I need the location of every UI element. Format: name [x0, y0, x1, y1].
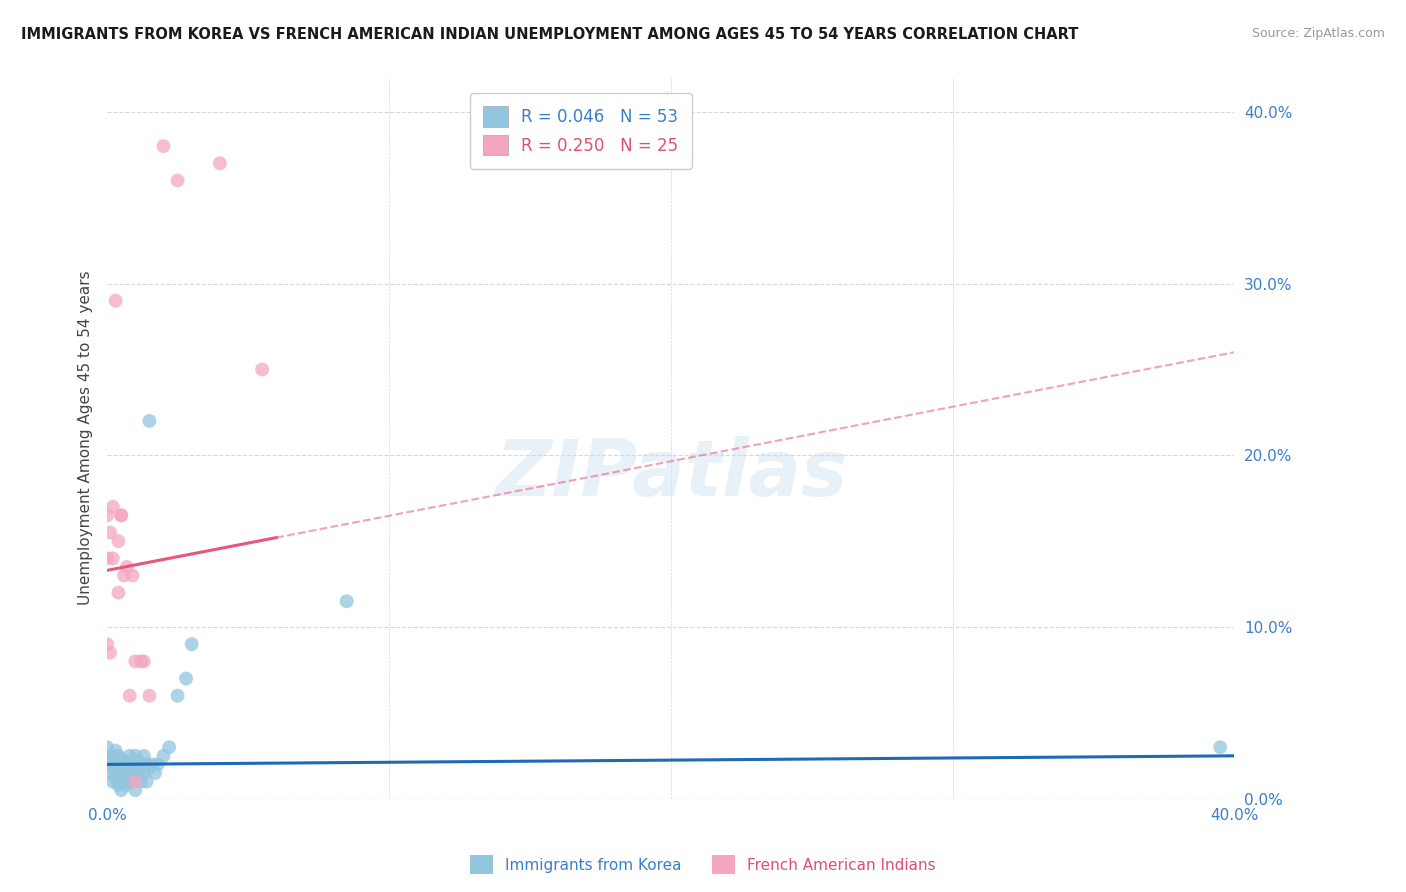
Point: [124, 761, 146, 775]
Point: [129, 774, 152, 789]
Point: [107, 757, 129, 772]
Point: [115, 757, 138, 772]
Point: [96, 740, 118, 755]
Point: [141, 757, 163, 772]
Point: [96, 757, 118, 772]
Point: [110, 761, 132, 775]
Legend: R = 0.046   N = 53, R = 0.250   N = 25: R = 0.046 N = 53, R = 0.250 N = 25: [470, 93, 692, 169]
Point: [107, 778, 129, 792]
Point: [96, 637, 118, 651]
Point: [98, 748, 121, 763]
Point: [138, 689, 160, 703]
Point: [138, 761, 160, 775]
Point: [152, 748, 174, 763]
Point: [98, 766, 121, 780]
Point: [101, 748, 124, 763]
Point: [124, 783, 146, 797]
Point: [166, 689, 188, 703]
Point: [118, 748, 141, 763]
Point: [132, 766, 155, 780]
Point: [121, 771, 143, 785]
Point: [110, 508, 132, 523]
Point: [118, 774, 141, 789]
Point: [121, 568, 143, 582]
Point: [135, 757, 157, 772]
Point: [124, 771, 146, 785]
Point: [104, 757, 127, 772]
Point: [115, 560, 138, 574]
Point: [336, 594, 359, 608]
Point: [115, 766, 138, 780]
Point: [250, 362, 273, 376]
Point: [104, 744, 127, 758]
Point: [208, 156, 231, 170]
Point: [98, 525, 121, 540]
Point: [132, 748, 155, 763]
Point: [124, 774, 146, 789]
Point: [107, 766, 129, 780]
Legend: Immigrants from Korea, French American Indians: Immigrants from Korea, French American I…: [464, 849, 942, 880]
Point: [143, 766, 166, 780]
Point: [121, 757, 143, 772]
Point: [115, 778, 138, 792]
Point: [180, 637, 202, 651]
Point: [107, 748, 129, 763]
Y-axis label: Unemployment Among Ages 45 to 54 years: Unemployment Among Ages 45 to 54 years: [79, 271, 93, 606]
Point: [101, 761, 124, 775]
Point: [157, 740, 180, 755]
Point: [1209, 740, 1232, 755]
Point: [110, 752, 132, 766]
Point: [152, 139, 174, 153]
Point: [138, 414, 160, 428]
Point: [110, 508, 132, 523]
Text: IMMIGRANTS FROM KOREA VS FRENCH AMERICAN INDIAN UNEMPLOYMENT AMONG AGES 45 TO 54: IMMIGRANTS FROM KOREA VS FRENCH AMERICAN…: [21, 27, 1078, 42]
Point: [112, 774, 135, 789]
Point: [98, 646, 121, 660]
Point: [124, 748, 146, 763]
Point: [127, 766, 149, 780]
Point: [110, 771, 132, 785]
Point: [174, 672, 197, 686]
Point: [118, 689, 141, 703]
Point: [118, 761, 141, 775]
Point: [129, 757, 152, 772]
Text: Source: ZipAtlas.com: Source: ZipAtlas.com: [1251, 27, 1385, 40]
Point: [107, 534, 129, 549]
Point: [124, 654, 146, 668]
Point: [132, 654, 155, 668]
Point: [129, 654, 152, 668]
Point: [101, 551, 124, 566]
Point: [112, 766, 135, 780]
Point: [96, 551, 118, 566]
Point: [96, 508, 118, 523]
Point: [101, 774, 124, 789]
Point: [112, 754, 135, 768]
Point: [110, 783, 132, 797]
Point: [166, 173, 188, 187]
Point: [135, 774, 157, 789]
Point: [112, 568, 135, 582]
Point: [101, 500, 124, 514]
Point: [104, 771, 127, 785]
Point: [146, 757, 169, 772]
Text: ZIPatlas: ZIPatlas: [495, 436, 846, 512]
Point: [104, 293, 127, 308]
Point: [107, 585, 129, 599]
Point: [127, 754, 149, 768]
